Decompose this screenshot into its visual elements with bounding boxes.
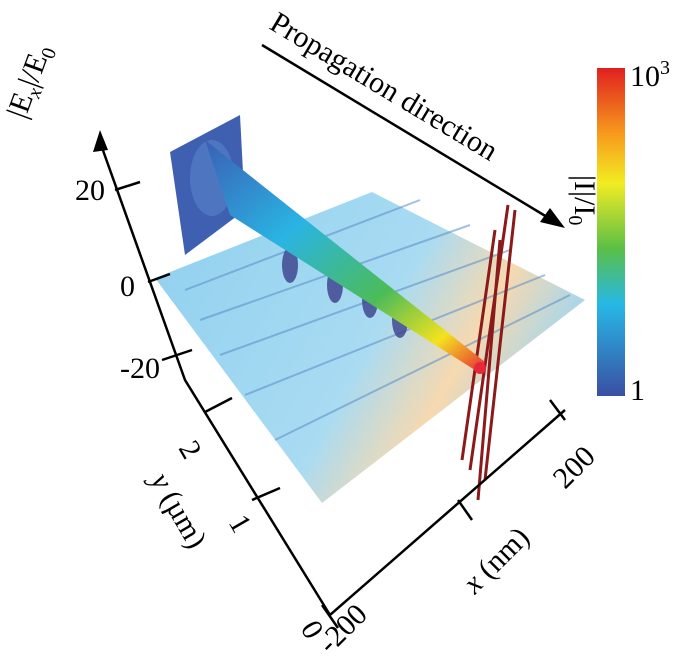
x-tick: 200 <box>547 440 602 495</box>
y-tick: 1 <box>222 509 258 538</box>
y-tick: 2 <box>172 435 208 464</box>
z-tick: 20 <box>75 174 105 207</box>
z-tick: -20 <box>120 352 160 385</box>
x-label: x (nm) <box>456 521 536 601</box>
figure: |Ex|/E0 20 0 -20 2 1 0 y (µm) -200 200 x… <box>0 0 679 664</box>
annotation: Propagation direction <box>264 6 503 168</box>
colorbar-top: 103 <box>630 57 670 93</box>
colorbar-bottom: 1 <box>630 374 645 407</box>
x-tick: -200 <box>312 598 374 660</box>
z-label: |Ex|/E0 <box>1 40 62 124</box>
colorbar-label: |I|/I0 <box>564 175 601 225</box>
y-label: y (µm) <box>142 464 213 554</box>
surface <box>155 192 585 503</box>
z-tick: 0 <box>120 270 135 303</box>
colorbar: 103 1 |I|/I0 <box>564 57 670 407</box>
